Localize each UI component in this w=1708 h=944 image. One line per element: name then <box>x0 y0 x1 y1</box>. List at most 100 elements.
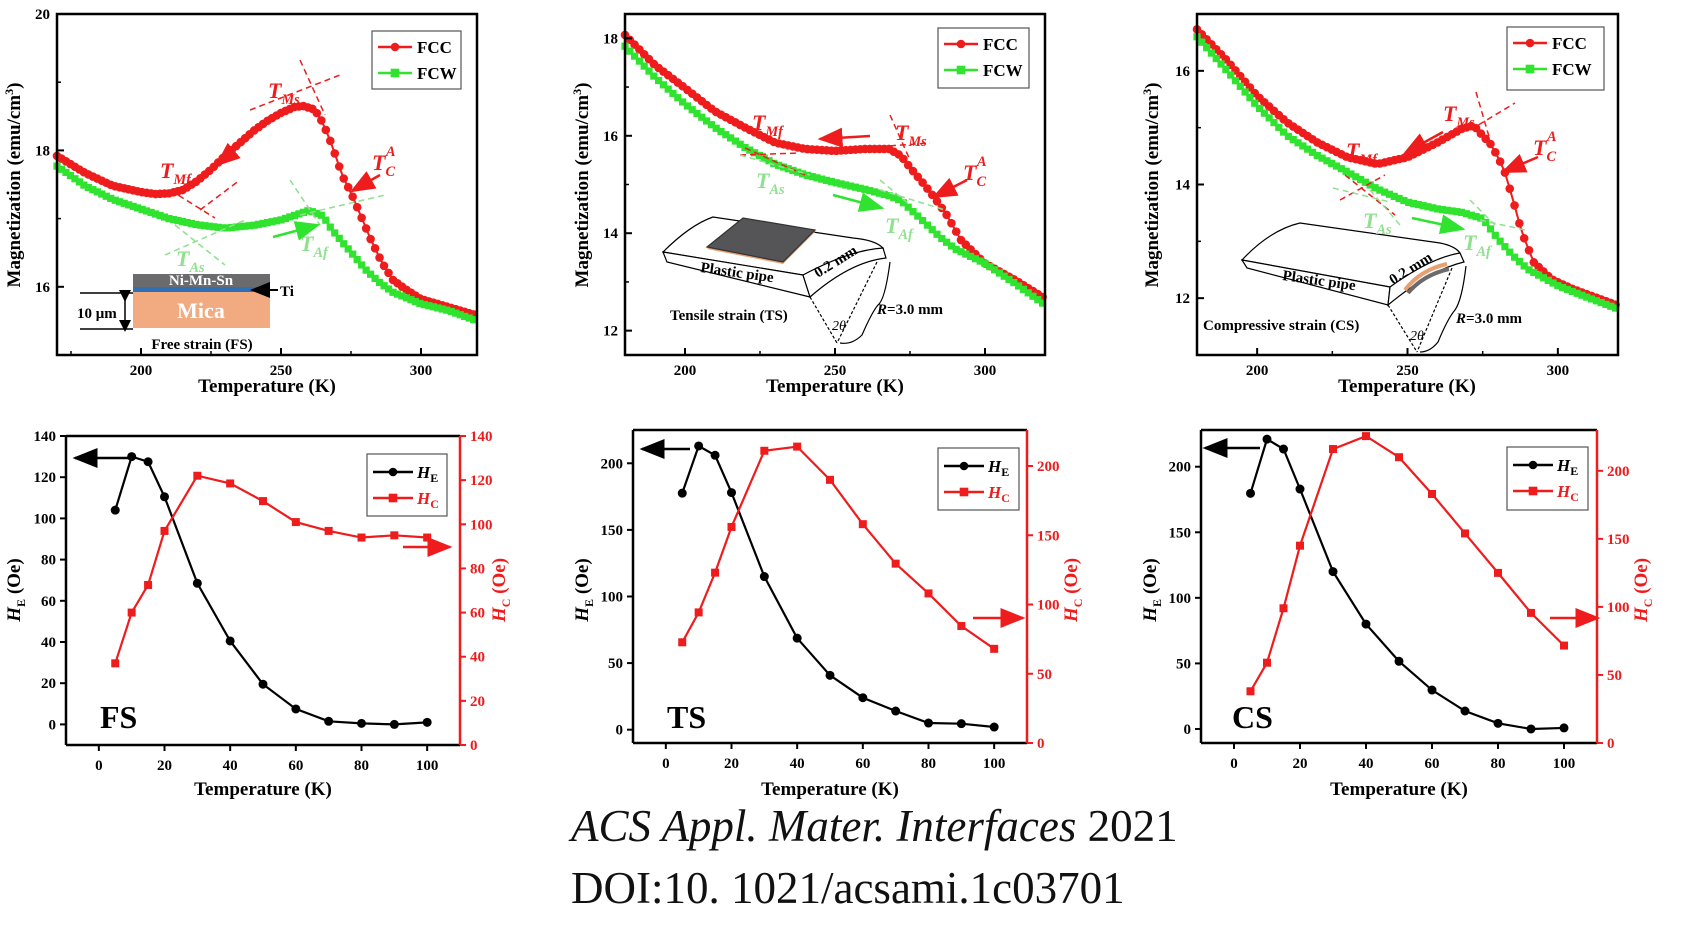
data-point-fcw <box>1491 231 1499 239</box>
annotation-t-mf-sub: Mf <box>172 172 192 188</box>
data-point-fcw <box>183 218 191 227</box>
radius-symbol: R <box>1455 311 1466 327</box>
data-point-fcc <box>321 125 331 135</box>
legend-box <box>371 30 462 90</box>
annotation-t-af-main: T <box>885 213 900 238</box>
data-point-fcw <box>1332 162 1341 170</box>
data-point-fcw <box>1010 278 1018 287</box>
legend-marker <box>959 461 969 471</box>
annotation-t-as-main: T <box>176 246 191 271</box>
annotation-t-mf-main: T <box>1346 138 1361 163</box>
data-point-fcw <box>62 168 70 177</box>
data-point-he <box>677 488 687 498</box>
y-right-tick-label: 0 <box>470 738 478 754</box>
data-point-he <box>825 670 835 680</box>
legend-label-sub: C <box>430 497 439 511</box>
annotation-t-as-main: T <box>756 168 771 193</box>
data-point-fcw <box>111 196 119 204</box>
data-point-fcw <box>277 216 285 224</box>
inset-tensile-strain <box>661 216 891 344</box>
data-point-he <box>1493 718 1503 728</box>
data-point-fcw <box>655 76 663 85</box>
data-point-fcw <box>116 198 124 206</box>
x-axis-label: Temperature (K) <box>198 376 336 397</box>
x-tick-label: 200 <box>130 363 153 379</box>
annotation-t-af-sub: Af <box>1475 244 1492 260</box>
data-point-he <box>1246 488 1255 498</box>
legend-marker <box>1528 460 1538 470</box>
axis-label-sub: E <box>582 599 596 607</box>
green-direction-arrow <box>272 221 321 241</box>
data-point-he <box>956 719 966 729</box>
data-point-he <box>160 492 169 502</box>
legend-label-hc: HC <box>416 489 439 511</box>
y-right-tick-label: 120 <box>470 473 493 489</box>
data-point-fcw <box>1323 157 1331 165</box>
data-point-fcw <box>847 182 855 190</box>
data-point-fcw <box>210 223 218 231</box>
data-point-fcw <box>818 175 826 183</box>
data-point-fcw <box>434 304 442 312</box>
mt-chart-ts-mt: 200 250 300 12 14 16 18 Temperature (K) Magnetiz… <box>570 12 1047 397</box>
data-point-fcw <box>837 180 845 188</box>
data-point-fcw <box>1366 181 1374 189</box>
annotation-t-ms-sub: Ms <box>907 134 927 150</box>
data-point-fcw <box>1597 298 1605 307</box>
legend-label-main: H <box>1556 456 1571 475</box>
data-point-fcw <box>1313 151 1321 160</box>
data-point-fcw <box>160 213 169 221</box>
x-tick-label: 20 <box>1293 756 1308 772</box>
x-axis-label: Temperature (K) <box>766 376 904 397</box>
series-hc-line <box>681 445 995 650</box>
axis-label-main: H <box>4 606 25 623</box>
y-tick-label: 14 <box>603 226 619 242</box>
data-point-fcw <box>147 208 155 217</box>
data-point-fcw <box>626 47 634 55</box>
data-point-fcw <box>389 288 397 296</box>
data-point-fcw <box>1419 202 1427 210</box>
data-point-fcw <box>1539 274 1548 282</box>
x-tick-label: 20 <box>724 756 739 772</box>
data-point-fcw <box>420 301 428 309</box>
annotation-t-af: TAf <box>885 213 914 243</box>
annotation-t-c-sup: A <box>385 144 396 160</box>
axis-label-main: H <box>1631 606 1652 623</box>
data-point-fcw <box>635 57 643 65</box>
data-point-fcw <box>1549 279 1557 287</box>
legend-label-sub: C <box>1001 491 1010 505</box>
data-point-fcc <box>334 162 344 171</box>
data-point-fcw <box>169 215 178 224</box>
data-point-fcw <box>856 184 864 192</box>
data-point-fcw <box>1019 285 1027 293</box>
green-direction-arrow <box>832 192 885 212</box>
data-point-fcw <box>268 218 276 226</box>
legend-box <box>1506 26 1605 91</box>
data-point-fcw <box>688 106 696 114</box>
y-left-tick-label: 40 <box>41 635 56 651</box>
data-point-fcw <box>851 183 859 191</box>
y-tick-label: 14 <box>1175 178 1191 194</box>
y-left-tick-label: 150 <box>601 523 624 539</box>
data-point-fcw <box>286 213 294 221</box>
data-point-fcw <box>1482 218 1490 227</box>
data-point-fcw <box>1236 82 1244 90</box>
data-point-fcw <box>322 216 330 224</box>
radius-value: =3.0 mm <box>887 302 944 318</box>
tangent-line <box>1469 199 1496 226</box>
data-point-fcw <box>340 240 348 248</box>
data-point-fcc <box>1515 218 1524 228</box>
data-point-fcw <box>201 222 209 230</box>
series-he <box>677 441 999 732</box>
annotation-t-as: TAs <box>1363 208 1392 238</box>
data-point-he <box>1295 484 1305 494</box>
axis-label-sub: C <box>499 599 513 608</box>
data-point-fcw <box>1390 192 1398 200</box>
data-point-fcw <box>755 151 763 160</box>
legend-label-hc: HC <box>1556 482 1579 504</box>
data-point-hc <box>357 533 366 542</box>
data-point-he <box>192 578 202 588</box>
y-right-tick-label: 200 <box>1037 459 1060 475</box>
data-point-fcw <box>1496 237 1504 245</box>
data-point-he <box>1460 706 1470 716</box>
data-point-hc <box>111 659 120 668</box>
